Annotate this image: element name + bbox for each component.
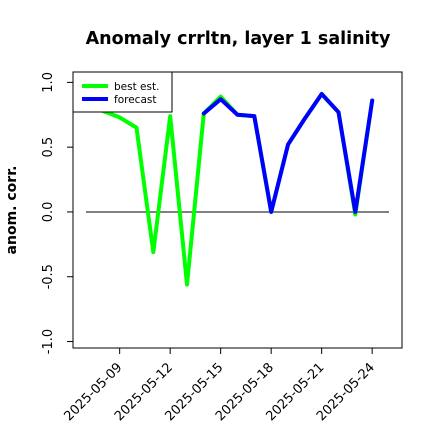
y-tick-label: -1.0 bbox=[41, 329, 56, 354]
y-tick-label: 0.5 bbox=[41, 137, 56, 158]
legend-box bbox=[72, 71, 173, 113]
legend-label: best est. bbox=[114, 81, 159, 93]
plot-frame bbox=[72, 71, 403, 349]
y-axis-label: anom. corr. bbox=[4, 166, 20, 255]
plot-area: -1.0-0.50.00.51.02025-05-092025-05-12202… bbox=[41, 71, 403, 424]
legend-label: forecast bbox=[114, 94, 156, 106]
y-tick-label: -0.5 bbox=[41, 264, 56, 289]
chart-title: Anomaly crrltn, layer 1 salinity bbox=[86, 29, 391, 49]
y-tick-label: 0.0 bbox=[41, 202, 56, 223]
series-line-best-est bbox=[84, 92, 375, 287]
y-tick-label: 1.0 bbox=[41, 72, 56, 93]
series-line-forecast bbox=[201, 92, 375, 214]
